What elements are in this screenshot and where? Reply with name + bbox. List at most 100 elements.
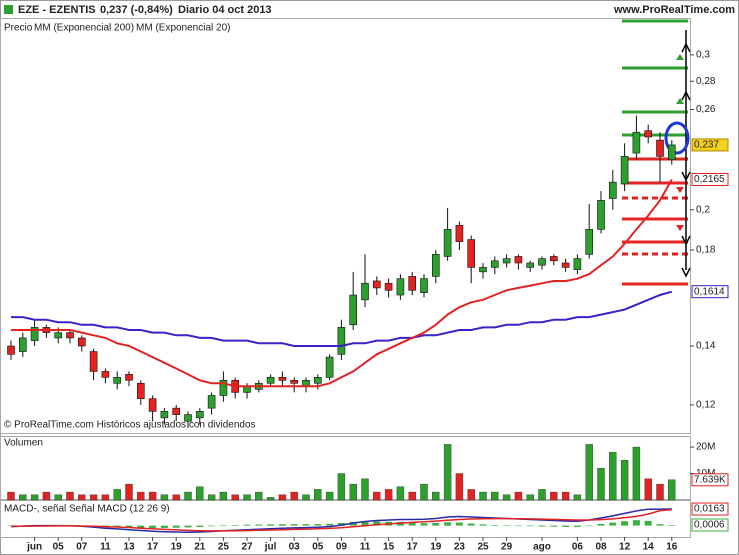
candle-body [361,282,369,301]
y-tick-label: 20M [696,442,715,453]
legend-entry: MM (Exponencial 20) [136,23,230,34]
y-tick-label: 0,26 [696,104,716,115]
histogram-bar [503,525,511,527]
legend-prefix: Precio [4,23,33,34]
x-tick-label: 12 [619,542,631,553]
candle-body [538,258,546,266]
histogram-bar [231,525,239,526]
volume-bar [337,473,346,501]
volume-bar [373,491,381,501]
candle-body [266,377,275,384]
volume-bar [7,491,15,501]
candle-body [372,280,381,289]
volume-bar [443,444,452,501]
histogram-bar [538,525,546,527]
volume-bar [514,491,523,501]
histogram-bar [337,522,345,526]
candle-body [7,345,15,355]
volume-bar [408,491,416,501]
candle-body [101,371,110,378]
candle-body [455,225,464,242]
x-tick-label: 16 [666,542,678,553]
histogram-bar [408,522,416,526]
histogram-bar [361,521,369,526]
candle-body [148,398,157,412]
last-value-label: 7.639K [694,474,726,485]
symbol-icon [4,5,13,14]
candle-body [184,414,192,422]
quote: 0,237 (-0,84%) [100,4,173,16]
volume-bar [597,468,605,501]
volume-panel [0,436,691,500]
candle-body [490,260,499,268]
y-tick-label: 0,3 [696,50,710,61]
candle-body [467,239,476,268]
candle-body [620,156,629,185]
volume-bar [207,494,216,501]
histogram-bar [172,525,180,528]
candle-body [278,377,287,381]
period: Diario 04 oct 2013 [178,4,272,16]
legend-entry: MM (Exponencial 200) [34,23,134,34]
volume-bar [78,494,86,501]
volume-bar [668,479,676,501]
volume-bar [491,491,499,501]
x-tick-label: 29 [501,542,513,553]
candle-body [502,258,511,264]
macd-title: MACD-, señal Señal MACD (12 26 9) [4,504,170,515]
symbol: EZE - EZENTIS [18,4,96,16]
candle-body [113,377,121,384]
volume-bar [455,473,464,501]
x-tick-label: 03 [289,542,301,553]
histogram-bar [208,525,216,527]
x-tick-label: 19 [171,542,183,553]
volume-bar [550,491,558,501]
x-tick-label: 17 [407,542,419,553]
histogram-bar [243,524,251,526]
histogram-bar [597,523,605,526]
volume-bar [125,483,133,501]
site: www.ProRealTime.com [613,4,735,16]
histogram-bar [467,523,475,526]
x-tick-label: 11 [100,542,111,553]
histogram-bar [314,524,322,526]
last-value-box [691,285,729,299]
histogram-bar [290,524,298,526]
candle-body [396,278,405,296]
volume-bar [479,491,487,501]
volume-bar [160,494,169,501]
histogram-bar [160,525,168,528]
histogram-bar [656,524,664,526]
volume-bar [243,494,251,501]
volume-bar [526,494,534,501]
candle-body [125,374,133,381]
macd-line [10,508,672,533]
last-value-box [691,518,729,532]
histogram-bar [562,525,570,527]
x-tick-label: ago [533,542,551,553]
candle-body [479,267,487,273]
histogram-bar [573,525,581,527]
histogram-bar [455,522,463,526]
histogram-bar [491,525,499,526]
volume-bar [184,491,192,501]
volume-bar [620,460,629,501]
x-tick-label: 25 [218,542,230,553]
candle-body [549,256,558,262]
histogram-bar [125,525,133,528]
y-tick-label: 0,12 [696,400,716,411]
highlight-circle [664,121,690,155]
macd-panel [0,500,691,538]
volume-bar [361,478,369,501]
volume-bar [656,483,664,501]
x-tick-label: 06 [572,542,584,553]
last-value-label: 0,237 [694,140,719,151]
histogram-bar [479,524,487,526]
candle-body [207,395,216,409]
last-value-box [691,138,729,152]
x-tick-label: 19 [430,542,442,553]
histogram-bar [585,525,593,527]
volume-bar [148,491,157,501]
candle-body [349,294,358,326]
x-tick-label: jul [264,542,277,553]
